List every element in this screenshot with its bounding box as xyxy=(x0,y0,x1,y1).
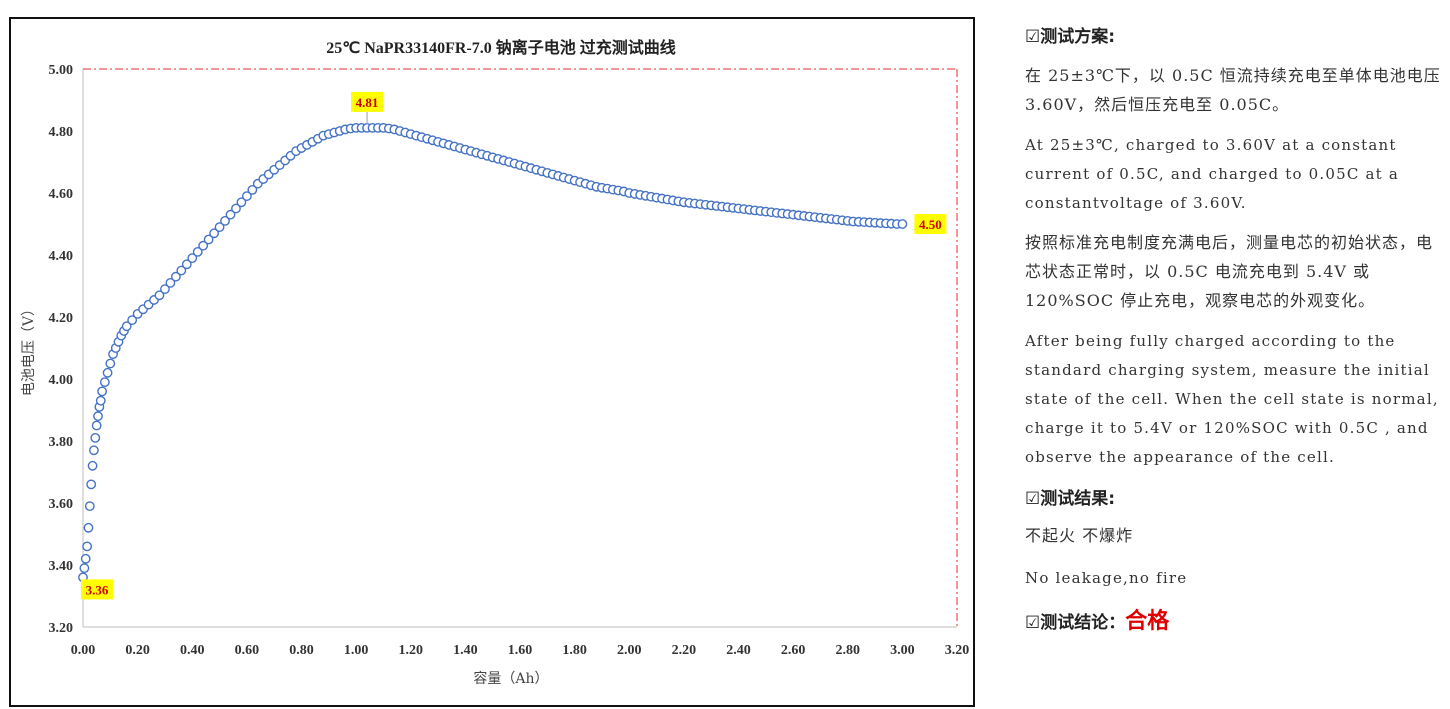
data-point xyxy=(209,228,220,239)
data-point xyxy=(99,377,110,387)
checkbox-icon: ☑ xyxy=(1025,489,1041,509)
data-point xyxy=(247,184,258,195)
data-point xyxy=(91,420,102,431)
plan-cn: 在 25±3℃下，以 0.5C 恒流持续充电至单体电池电压 3.60V，然后恒压… xyxy=(1025,66,1441,114)
y-tick-label: 3.40 xyxy=(49,559,74,574)
data-point xyxy=(165,277,176,288)
data-point xyxy=(89,445,99,456)
data-point xyxy=(897,219,908,229)
x-tick-label: 2.60 xyxy=(781,643,806,658)
plan-heading-text: 测试方案 xyxy=(1040,27,1109,47)
x-tick-label: 1.40 xyxy=(453,643,478,658)
data-point xyxy=(127,315,138,325)
y-tick-label: 3.80 xyxy=(49,435,74,450)
data-point xyxy=(97,386,108,397)
procedure-cn: 按照标准充电制度充满电后，测量电芯的初始状态，电芯状态正常时，以 0.5C 电流… xyxy=(1025,233,1434,310)
callouts-group: 3.36 4.81 4.50 xyxy=(81,91,947,600)
data-point xyxy=(225,209,236,220)
plan-colon: : xyxy=(1108,27,1116,47)
axes-group: 0.00 0.20 0.40 0.60 0.80 1.00 1.20 1.40 1.60 1.80… xyxy=(49,63,970,658)
data-point xyxy=(84,501,95,511)
callout-box xyxy=(351,91,384,112)
data-point xyxy=(86,479,97,490)
y-tick-label: 3.60 xyxy=(49,497,74,512)
callout-label: 4.50 xyxy=(919,217,942,232)
data-point xyxy=(192,246,203,257)
data-point xyxy=(121,321,132,332)
y-tick-label: 4.00 xyxy=(49,373,74,388)
x-tick-label: 0.00 xyxy=(71,643,96,658)
result-heading: ☑测试结果: xyxy=(1025,484,1445,509)
result-heading-text: 测试结果 xyxy=(1040,489,1109,509)
data-point xyxy=(181,259,192,270)
chart-title: 25℃ NaPR33140FR-7.0 钠离子电池 过充测试曲线 xyxy=(326,38,676,57)
data-point xyxy=(90,432,101,443)
data-point xyxy=(241,191,252,202)
y-tick-label: 4.80 xyxy=(49,125,74,140)
x-tick-label: 1.80 xyxy=(562,643,587,658)
conclusion-colon: ： xyxy=(1108,613,1126,633)
result-en: No leakage,no fire xyxy=(1025,569,1188,587)
x-tick-label: 1.00 xyxy=(344,643,369,658)
checkbox-icon: ☑ xyxy=(1025,27,1041,47)
data-point xyxy=(83,522,94,533)
y-tick-label: 4.60 xyxy=(49,187,74,202)
x-tick-label: 0.20 xyxy=(125,643,150,658)
data-point xyxy=(231,203,241,214)
data-point xyxy=(87,460,98,471)
data-point xyxy=(154,290,165,301)
x-tick-label: 2.40 xyxy=(726,643,751,658)
x-tick-label: 3.00 xyxy=(890,643,915,658)
callout-box xyxy=(914,214,947,234)
x-tick-label: 1.60 xyxy=(508,643,533,658)
y-tick-label: 4.40 xyxy=(49,249,74,264)
data-point xyxy=(80,553,91,564)
x-tick-label: 2.00 xyxy=(617,643,642,658)
callout-label: 3.36 xyxy=(86,582,109,597)
chart-svg: 25℃ NaPR33140FR-7.0 钠离子电池 过充测试曲线 容量（Ah） … xyxy=(21,38,970,687)
test-info-panel: ☑测试方案: 在 25±3℃下，以 0.5C 恒流持续充电至单体电池电压 3.6… xyxy=(1025,18,1445,635)
callout-label: 4.81 xyxy=(356,95,379,110)
x-tick-label: 0.60 xyxy=(235,643,260,658)
data-point xyxy=(160,284,170,294)
procedure-en: After being fully charged according to t… xyxy=(1025,332,1439,466)
data-point xyxy=(176,265,187,276)
x-axis-label: 容量（Ah） xyxy=(473,670,548,687)
checkbox-icon: ☑ xyxy=(1025,613,1041,633)
data-point xyxy=(95,395,106,406)
result-cn: 不起火 不爆炸 xyxy=(1025,526,1134,545)
y-tick-label: 4.20 xyxy=(49,311,74,326)
conclusion-heading-text: 测试结论 xyxy=(1040,613,1109,633)
data-point xyxy=(220,215,230,226)
y-axis-label: 电池电压（V） xyxy=(21,302,37,396)
data-point xyxy=(236,197,247,208)
x-tick-label: 2.20 xyxy=(672,643,697,658)
x-tick-label: 0.40 xyxy=(180,643,205,658)
x-tick-label: 3.20 xyxy=(945,643,970,658)
y-tick-label: 5.00 xyxy=(49,63,74,78)
chart-frame: 25℃ NaPR33140FR-7.0 钠离子电池 过充测试曲线 容量（Ah） … xyxy=(9,17,975,707)
conclusion-value: 合格 xyxy=(1125,609,1170,634)
data-point xyxy=(203,234,214,245)
data-point xyxy=(79,563,90,573)
data-points-group xyxy=(78,123,908,583)
data-point xyxy=(214,222,225,233)
data-point xyxy=(93,411,103,422)
y-tick-label: 3.20 xyxy=(49,621,74,636)
data-point xyxy=(105,358,116,369)
data-point xyxy=(198,240,209,251)
data-point xyxy=(82,541,92,552)
callout-box xyxy=(81,579,113,600)
plan-en: At 25±3℃, charged to 3.60V at a constant… xyxy=(1025,136,1399,212)
conclusion-heading: ☑测试结论：合格 xyxy=(1025,603,1445,635)
data-point xyxy=(102,367,113,378)
plan-heading: ☑测试方案: xyxy=(1025,22,1445,47)
data-point xyxy=(187,253,198,264)
x-tick-label: 0.80 xyxy=(289,643,314,658)
x-tick-label: 2.80 xyxy=(836,643,861,658)
x-tick-label: 1.20 xyxy=(399,643,424,658)
data-point xyxy=(170,271,181,282)
result-colon: : xyxy=(1108,489,1116,509)
